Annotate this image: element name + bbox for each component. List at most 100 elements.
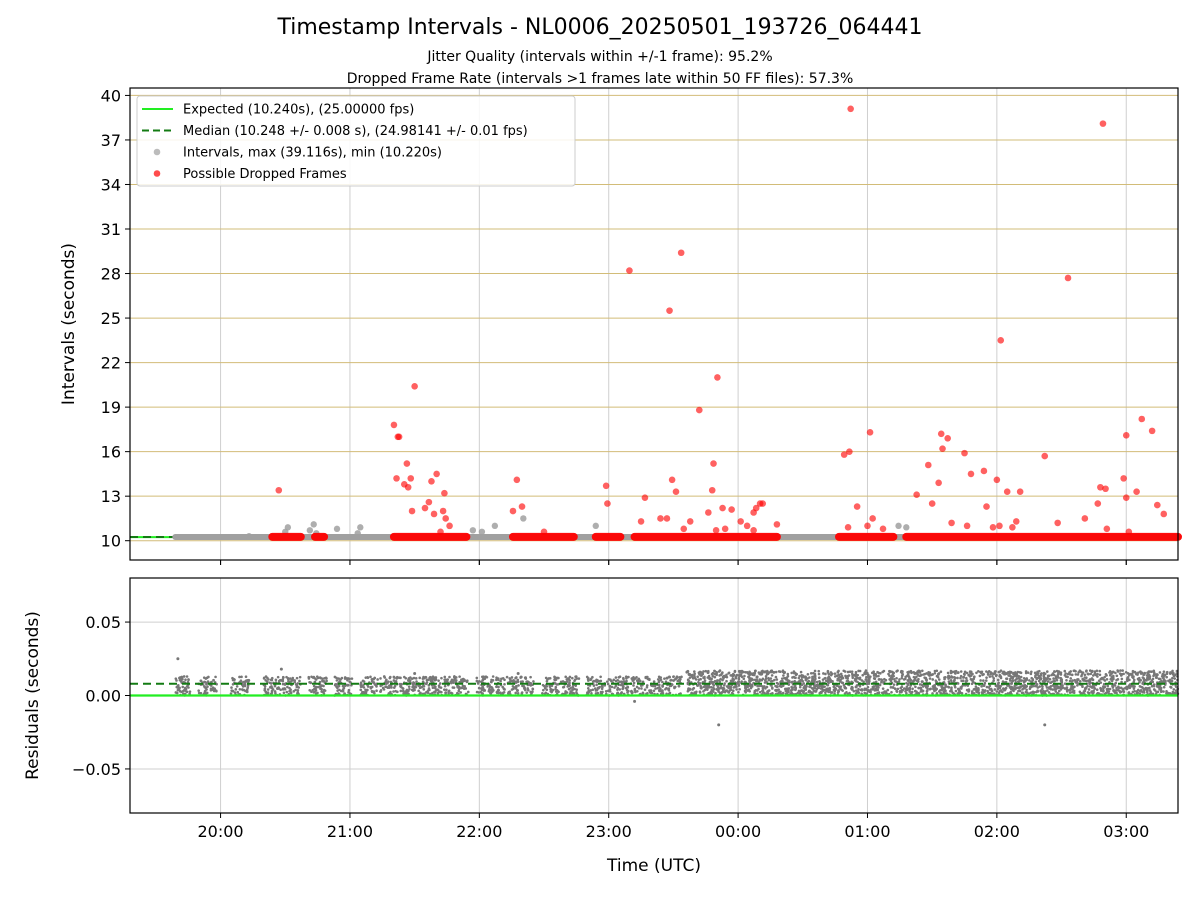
dropped-frame-point bbox=[937, 430, 945, 438]
residual-point bbox=[921, 685, 925, 688]
residual-point bbox=[1095, 688, 1099, 692]
residual-point bbox=[595, 683, 598, 687]
residual-point bbox=[606, 682, 610, 686]
residual-point bbox=[946, 671, 950, 675]
residual-point bbox=[1170, 679, 1174, 683]
residual-point bbox=[481, 692, 484, 695]
residual-point bbox=[742, 677, 746, 681]
residual-point bbox=[1063, 674, 1067, 677]
residual-point bbox=[1086, 684, 1089, 688]
residual-point bbox=[185, 675, 189, 678]
residual-point bbox=[729, 679, 733, 683]
residual-point bbox=[798, 674, 801, 678]
residual-point bbox=[523, 687, 526, 690]
residual-point bbox=[543, 686, 547, 690]
residual-point bbox=[1169, 685, 1172, 689]
residual-point bbox=[1098, 673, 1102, 677]
residual-point bbox=[514, 691, 518, 695]
residual-point bbox=[661, 689, 664, 692]
residual-point bbox=[790, 691, 793, 694]
dropped-frame-point bbox=[509, 507, 517, 515]
residual-point bbox=[967, 673, 971, 677]
residual-point bbox=[1112, 670, 1115, 674]
residual-point bbox=[837, 689, 840, 692]
residual-point bbox=[963, 670, 967, 674]
residual-point bbox=[489, 680, 493, 684]
residual-point bbox=[854, 679, 858, 683]
chart-title: Timestamp Intervals - NL0006_20250501_19… bbox=[277, 15, 923, 40]
residual-point bbox=[712, 687, 716, 691]
residual-point bbox=[1124, 670, 1128, 674]
residual-point bbox=[404, 690, 408, 694]
residual-point bbox=[1137, 677, 1140, 681]
residual-point bbox=[821, 688, 825, 692]
residual-point bbox=[1059, 688, 1063, 691]
residual-point bbox=[1049, 681, 1052, 684]
residual-point bbox=[1034, 684, 1038, 688]
dropped-frame-point bbox=[1016, 488, 1024, 496]
residual-point bbox=[1063, 682, 1067, 685]
residual-point bbox=[1029, 672, 1033, 676]
residual-point bbox=[872, 672, 876, 676]
residual-point bbox=[372, 681, 376, 685]
residual-point bbox=[1132, 687, 1136, 690]
residual-point bbox=[296, 692, 299, 695]
residual-point bbox=[1045, 686, 1049, 689]
residual-point bbox=[632, 678, 636, 681]
residual-point bbox=[503, 678, 506, 682]
residual-point bbox=[1083, 676, 1087, 679]
residual-point bbox=[452, 686, 456, 689]
residual-point bbox=[883, 677, 886, 681]
residual-point bbox=[1142, 687, 1145, 690]
residual-point bbox=[509, 678, 512, 682]
residual-point bbox=[1127, 691, 1130, 695]
residual-point bbox=[1148, 676, 1151, 680]
residual-point bbox=[940, 688, 943, 692]
residual-point bbox=[974, 685, 978, 688]
residual-point bbox=[270, 686, 274, 690]
residual-point bbox=[445, 688, 448, 692]
residual-point bbox=[1013, 674, 1016, 678]
residual-point bbox=[740, 671, 744, 674]
residual-point bbox=[608, 690, 612, 693]
residual-point bbox=[661, 692, 665, 695]
residual-point bbox=[436, 688, 439, 691]
residual-point bbox=[430, 679, 434, 683]
residuals-xlabel: Time (UTC) bbox=[606, 856, 701, 876]
residual-point bbox=[316, 676, 320, 680]
residual-point bbox=[925, 679, 928, 682]
residual-point bbox=[931, 678, 935, 681]
residual-point bbox=[508, 690, 512, 694]
residuals-panel: 20:00 21:00 22:00 23:00 00:00 01:00 02:00 03:00… bbox=[23, 560, 1180, 876]
residual-point bbox=[934, 679, 938, 682]
residual-point bbox=[988, 688, 992, 691]
residual-point bbox=[183, 686, 187, 690]
residual-point bbox=[716, 679, 719, 682]
residual-point bbox=[532, 680, 535, 683]
residual-point bbox=[180, 676, 184, 680]
residual-point bbox=[771, 670, 775, 674]
residual-point bbox=[401, 687, 405, 690]
dropped-frame-point bbox=[1054, 519, 1061, 527]
residual-point bbox=[1070, 685, 1073, 688]
residual-point bbox=[364, 688, 367, 692]
residual-point bbox=[599, 675, 602, 679]
residual-point bbox=[654, 687, 657, 690]
residual-point bbox=[321, 677, 325, 680]
residual-point bbox=[555, 683, 559, 686]
residual-point bbox=[452, 681, 455, 684]
residual-point bbox=[807, 679, 811, 683]
residual-point bbox=[1096, 672, 1099, 676]
dropped-frame-point bbox=[421, 504, 429, 512]
residual-point bbox=[981, 673, 984, 677]
residual-point bbox=[638, 679, 642, 683]
residual-point bbox=[264, 690, 268, 693]
residual-point bbox=[992, 692, 996, 695]
residual-point bbox=[1056, 673, 1060, 677]
intervals-ytick-label: 13 bbox=[101, 487, 121, 506]
residual-point bbox=[703, 679, 707, 682]
residual-point bbox=[1106, 684, 1110, 688]
residual-point bbox=[907, 675, 911, 678]
residual-point bbox=[531, 687, 535, 691]
residual-point bbox=[454, 676, 458, 679]
